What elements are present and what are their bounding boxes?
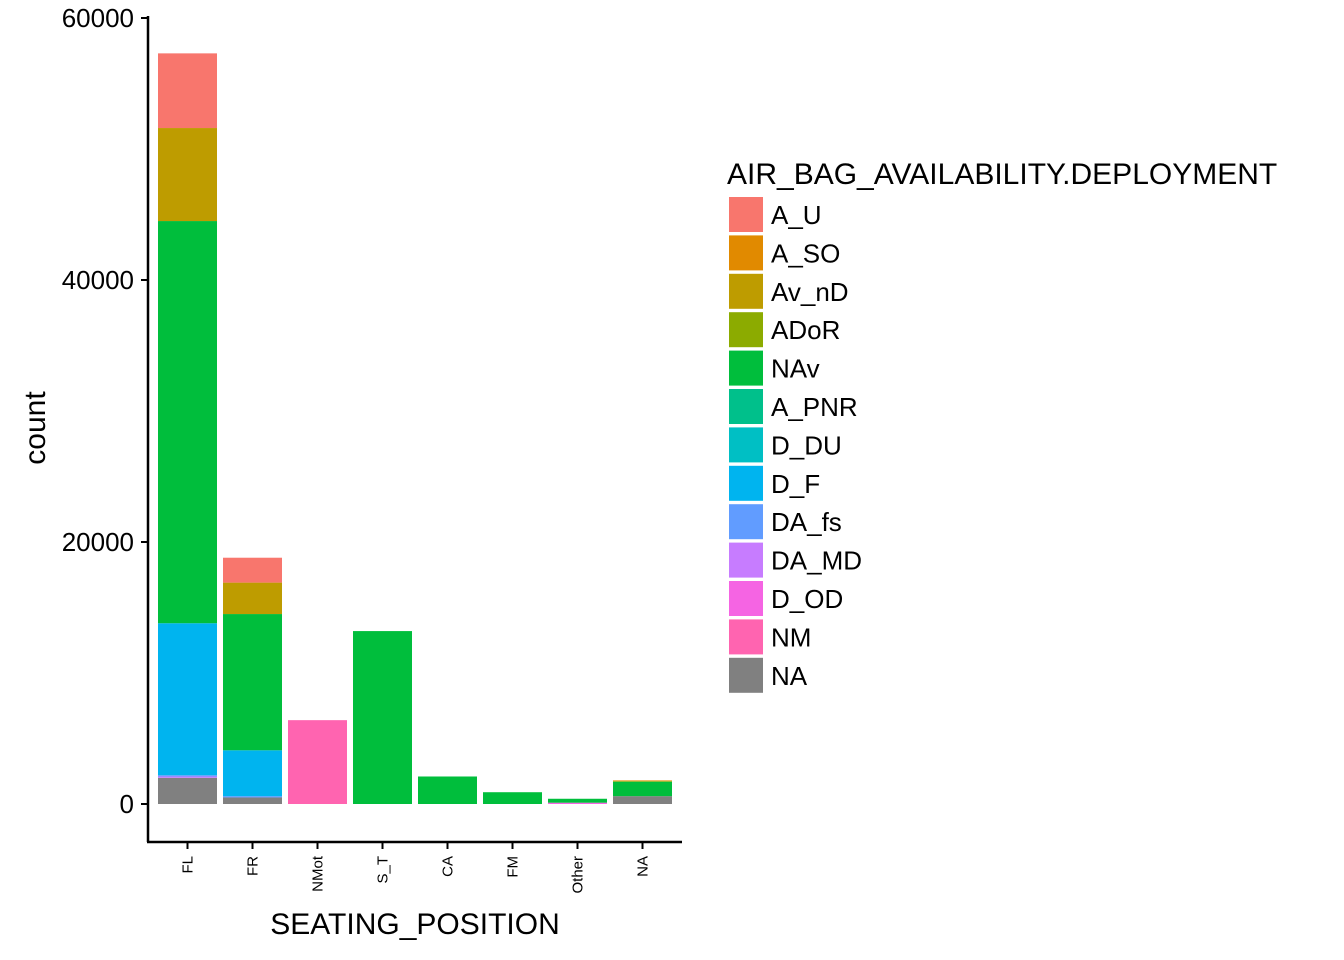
legend-label-A_U: A_U [771,200,822,230]
legend-key-ADoR [729,312,763,348]
bar-FR-A_U [223,557,282,583]
y-axis-ticks: 0 20000 40000 60000 [62,3,148,819]
bar-FL-A_U [158,53,217,129]
bar-NA-NA [613,796,672,804]
legend-key-D_F [729,465,763,501]
x-axis-title: SEATING_POSITION [270,908,560,941]
y-tick-label-60000: 60000 [62,3,134,33]
legend-items: A_U A_SO Av_nD ADoR NAv A_PNR D_DU D_F DA_fs DA_M… [729,197,862,693]
legend-label-D_F: D_F [771,469,820,499]
bar-FM-NAv [483,792,542,804]
y-tick-label-0: 0 [120,789,134,819]
x-tick-label-NMot: NMot [310,855,327,892]
legend-key-A_SO [729,235,763,271]
bar-S_T-NAv [353,631,412,804]
legend-label-A_SO: A_SO [771,238,840,268]
bar-NA-A_SO [613,780,672,782]
legend-title: AIR_BAG_AVAILABILITY.DEPLOYMENT [727,158,1277,191]
x-tick-label-NA: NA [635,856,652,877]
bar-Other-D_OD [548,802,607,804]
legend-label-A_PNR: A_PNR [771,392,858,422]
legend-key-DA_MD [729,542,763,578]
bar-FL-Av_nD [158,128,217,222]
legend-key-DA_fs [729,504,763,540]
bar-NA-NAv [613,781,672,797]
legend-label-NA: NA [771,661,808,691]
bar-FR-NAv [223,614,282,751]
x-tick-label-CA: CA [440,856,457,877]
bar-Other-NAv [548,798,607,803]
bar-FL-DA_MD [158,776,217,778]
x-tick-label-FL: FL [180,856,197,874]
legend-key-NAv [729,350,763,386]
legend-label-NM: NM [771,622,811,652]
bar-NA-ADoR [613,781,672,782]
x-tick-label-FM: FM [505,856,522,878]
bar-FR-D_F [223,750,282,797]
legend-key-NA [729,657,763,693]
bar-FL-D_F [158,623,217,776]
legend-label-Av_nD: Av_nD [771,277,849,307]
bar-FR-NA [223,797,282,804]
y-axis-title: count [19,391,52,465]
bar-FL-DA_fs [158,775,217,777]
legend-key-Av_nD [729,273,763,309]
bars-layer [158,53,672,804]
legend-key-D_OD [729,581,763,616]
legend-label-DA_MD: DA_MD [771,546,862,576]
legend-key-D_DU [729,427,763,463]
y-tick-label-40000: 40000 [62,265,134,295]
legend-key-NM [729,619,763,655]
bar-FL-NA [158,777,217,804]
x-tick-label-S_T: S_T [375,856,392,884]
legend-label-D_OD: D_OD [771,584,843,614]
legend-label-D_DU: D_DU [771,430,842,460]
y-tick-label-20000: 20000 [62,527,134,557]
legend-label-NAv: NAv [771,354,820,384]
bar-NMot-NM [288,720,347,804]
x-axis-ticks: FL FR NMot S_T CA FM Other NA [180,842,652,894]
bar-FL-NAv [158,221,217,624]
legend-label-ADoR: ADoR [771,315,840,345]
x-tick-label-FR: FR [245,856,262,876]
x-tick-label-Other: Other [570,856,587,894]
bar-FR-DA_fs [223,796,282,798]
legend: AIR_BAG_AVAILABILITY.DEPLOYMENT A_UA_SOA… [727,158,1277,693]
legend-key-A_PNR [729,389,763,424]
bar-FR-Av_nD [223,582,282,615]
legend-label-DA_fs: DA_fs [771,507,842,537]
bar-CA-NAv [418,776,477,804]
legend-key-A_U [729,197,763,232]
